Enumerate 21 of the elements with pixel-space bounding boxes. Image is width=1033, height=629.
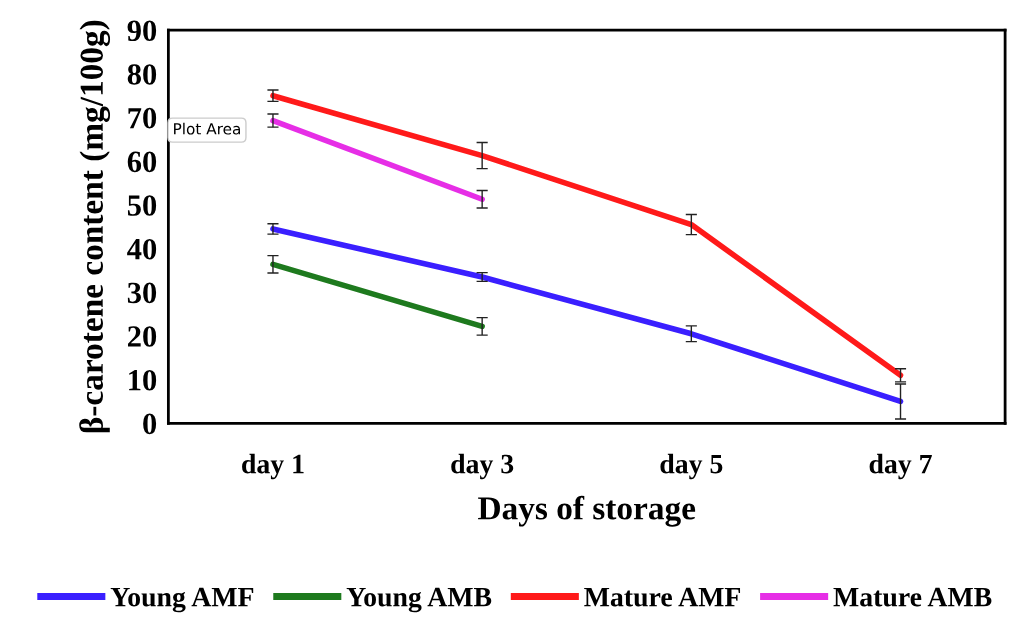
x-tick-label: day 3 bbox=[451, 453, 514, 480]
legend-label: Mature AMB bbox=[833, 587, 992, 607]
y-tick-label: 80 bbox=[127, 64, 157, 85]
y-tick-label: 50 bbox=[127, 195, 157, 216]
legend-label: Young AMB bbox=[346, 587, 492, 613]
y-tick-label: 30 bbox=[127, 282, 157, 304]
y-axis-title: β-carotene content (mg/100g) bbox=[79, 20, 111, 433]
y-tick-label: 0 bbox=[143, 413, 157, 435]
y-tick-label: 60 bbox=[127, 151, 157, 173]
x-axis-title: Days of storage bbox=[478, 495, 696, 527]
y-tick-label: 10 bbox=[129, 369, 157, 391]
y-tick-label: 20 bbox=[128, 326, 157, 347]
legend-label: Young AMF bbox=[110, 587, 254, 613]
y-tick-label: 90 bbox=[127, 20, 157, 42]
x-tick-label: day 7 bbox=[869, 453, 932, 480]
annotation: Plot Area bbox=[174, 122, 240, 135]
y-tick-label: 70 bbox=[128, 107, 157, 129]
legend-label: Mature AMF bbox=[584, 587, 741, 607]
x-tick-label: day 5 bbox=[660, 453, 723, 480]
x-tick-label: day 1 bbox=[242, 453, 304, 480]
y-tick-label: 40 bbox=[127, 238, 157, 260]
